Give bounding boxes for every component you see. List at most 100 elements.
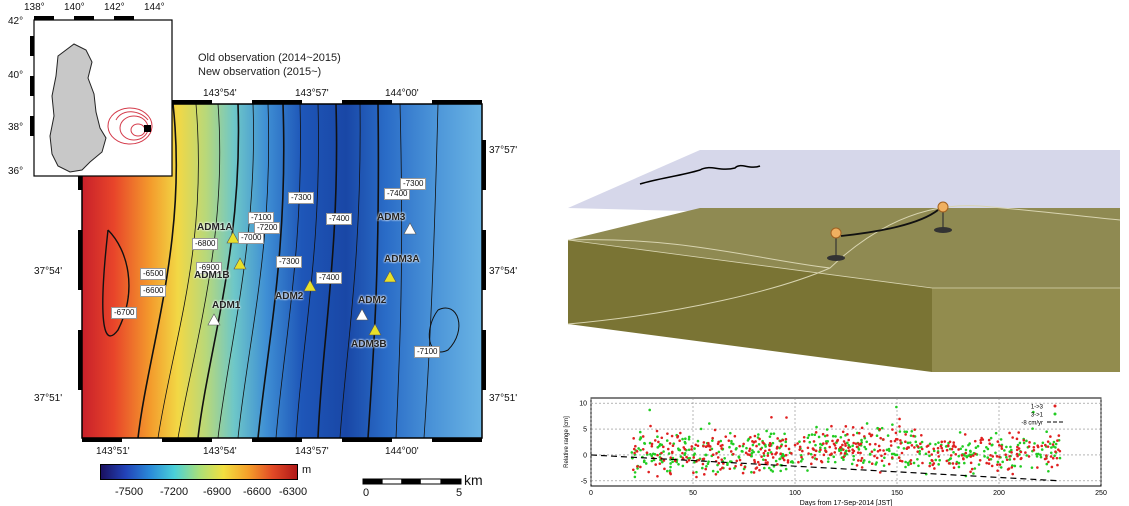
data-point-1to3 <box>650 444 654 448</box>
inset-lat-tick: 42° <box>8 16 24 27</box>
data-point-1to3 <box>810 462 813 466</box>
data-point-1to3 <box>802 439 806 443</box>
data-point-3to1 <box>723 457 726 460</box>
data-point-1to3 <box>964 451 968 455</box>
data-point-1to3 <box>860 466 864 469</box>
data-point-3to1 <box>823 446 827 450</box>
data-point-1to3 <box>875 456 879 460</box>
data-point-1to3 <box>846 433 849 436</box>
data-point-1to3 <box>655 429 659 433</box>
data-point-1to3 <box>1017 431 1020 434</box>
data-point-3to1 <box>965 455 969 459</box>
data-point-3to1 <box>994 431 998 435</box>
data-point-1to3 <box>821 432 825 436</box>
data-point-3to1 <box>826 440 830 443</box>
data-point-1to3 <box>785 416 788 419</box>
data-point-1to3 <box>830 452 833 455</box>
data-point-3to1 <box>904 460 907 464</box>
data-point-3to1 <box>852 458 856 461</box>
scale-tick: 5 <box>456 487 463 499</box>
data-point-3to1 <box>766 451 770 455</box>
data-point-1to3 <box>760 455 763 458</box>
data-point-3to1 <box>958 431 962 434</box>
data-point-1to3 <box>851 448 854 451</box>
data-point-3to1 <box>798 440 801 443</box>
data-point-1to3 <box>883 452 887 456</box>
data-point-3to1 <box>1052 440 1056 444</box>
data-point-3to1 <box>908 441 912 444</box>
data-point-1to3 <box>641 435 645 438</box>
data-point-1to3 <box>825 442 828 445</box>
data-point-3to1 <box>918 449 921 453</box>
data-point-1to3 <box>919 442 922 446</box>
data-point-1to3 <box>1050 465 1054 469</box>
data-point-1to3 <box>941 449 945 453</box>
contour-label: -7400 <box>316 272 343 284</box>
contour-label: -6600 <box>140 285 167 297</box>
data-point-1to3 <box>899 439 902 442</box>
seafloor-3d-diagram <box>567 150 1121 372</box>
contour-label: -7300 <box>288 192 315 204</box>
data-point-3to1 <box>711 439 714 442</box>
station-marker-adm1b <box>233 257 247 270</box>
data-point-1to3 <box>1013 457 1016 461</box>
data-point-3to1 <box>964 448 968 452</box>
data-point-3to1 <box>902 447 906 450</box>
data-point-1to3 <box>815 457 818 461</box>
data-point-3to1 <box>688 456 692 460</box>
data-point-3to1 <box>1025 454 1028 457</box>
data-point-1to3 <box>898 425 901 428</box>
data-point-1to3 <box>711 453 715 457</box>
data-point-1to3 <box>761 441 765 444</box>
data-point-1to3 <box>855 445 859 449</box>
lon-tick-label: 143°54' <box>203 446 237 457</box>
data-point-1to3 <box>738 458 742 462</box>
data-point-3to1 <box>1010 448 1013 452</box>
data-point-1to3 <box>1011 436 1014 439</box>
data-point-3to1 <box>784 440 788 444</box>
data-point-1to3 <box>756 460 760 464</box>
data-point-3to1 <box>813 433 817 437</box>
data-point-3to1 <box>897 446 900 449</box>
data-point-1to3 <box>671 450 674 454</box>
data-point-3to1 <box>750 454 753 458</box>
data-point-1to3 <box>779 444 783 448</box>
data-point-1to3 <box>708 448 712 452</box>
block-side-face <box>932 288 1120 372</box>
data-point-1to3 <box>1046 440 1050 443</box>
data-point-3to1 <box>934 458 938 462</box>
data-point-3to1 <box>699 427 703 431</box>
data-point-3to1 <box>769 468 773 472</box>
data-point-1to3 <box>755 466 759 469</box>
data-point-3to1 <box>637 447 640 450</box>
data-point-3to1 <box>728 431 732 435</box>
legend-label: 1->3 <box>1031 405 1044 411</box>
data-point-1to3 <box>753 434 757 438</box>
data-point-1to3 <box>793 443 797 447</box>
data-point-3to1 <box>1005 455 1008 459</box>
station-label-adm2-yellow: ADM2 <box>275 291 304 302</box>
data-point-1to3 <box>869 434 873 438</box>
contour-label: -7000 <box>238 232 265 244</box>
data-point-3to1 <box>1033 442 1036 445</box>
transponder-base <box>934 227 952 233</box>
lat-tick-label: 37°51' <box>34 393 63 404</box>
data-point-3to1 <box>928 454 931 458</box>
data-point-1to3 <box>978 458 982 462</box>
data-point-1to3 <box>715 451 718 455</box>
data-point-1to3 <box>779 439 782 443</box>
data-point-1to3 <box>755 444 758 448</box>
data-point-3to1 <box>648 441 652 445</box>
data-point-1to3 <box>822 453 826 457</box>
data-point-1to3 <box>666 432 669 435</box>
inset-lon-tick: 138° <box>24 2 45 13</box>
data-point-3to1 <box>683 440 687 444</box>
data-point-3to1 <box>707 422 711 425</box>
data-point-1to3 <box>841 443 844 447</box>
data-point-1to3 <box>784 437 788 441</box>
data-point-3to1 <box>746 439 750 442</box>
scale-unit: km <box>464 472 483 488</box>
data-point-3to1 <box>916 457 919 461</box>
data-point-1to3 <box>844 425 848 428</box>
data-point-3to1 <box>1022 441 1026 445</box>
